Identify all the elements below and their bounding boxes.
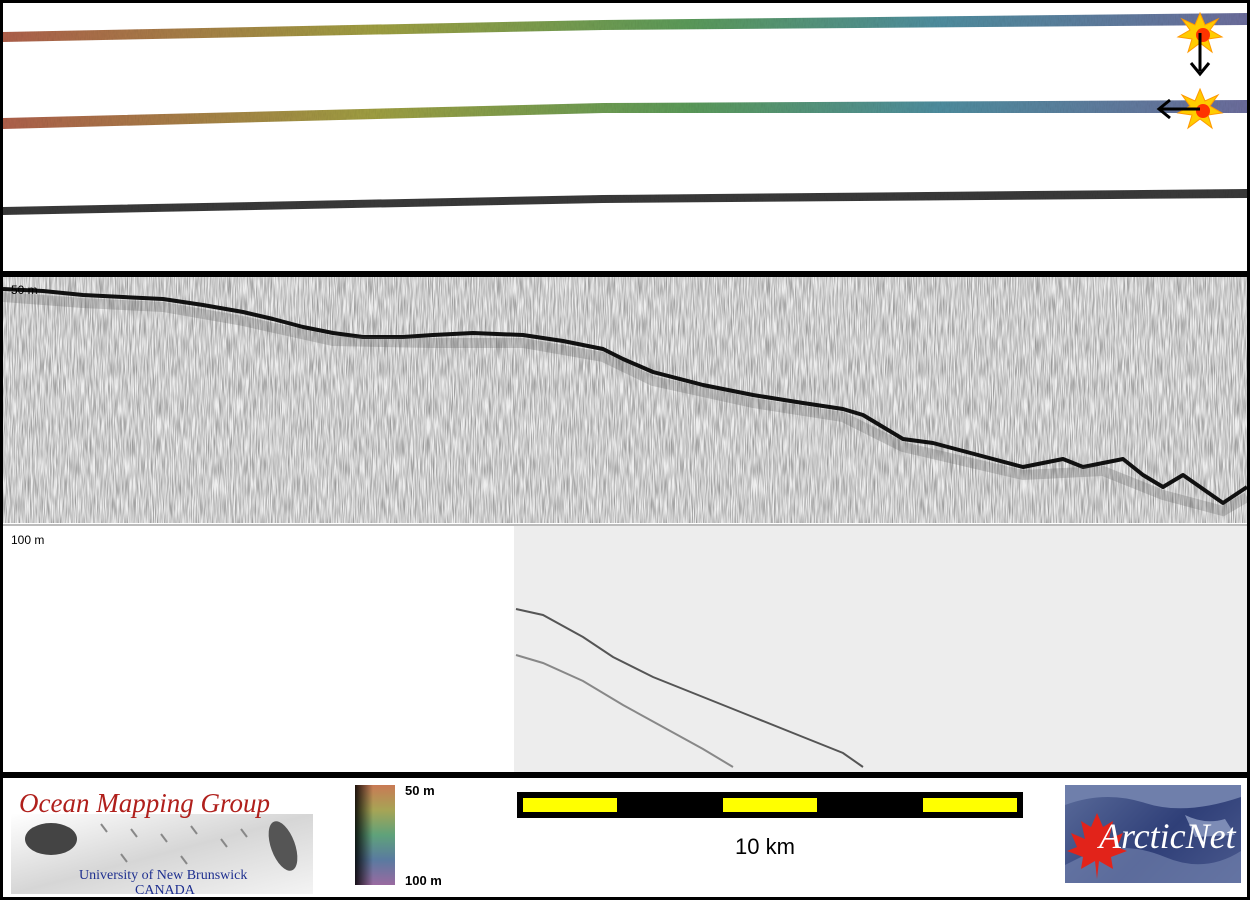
- scale-label: 10 km: [735, 834, 795, 859]
- seafloor-image: [11, 814, 313, 894]
- colorbar-top-label: 50 m: [405, 783, 435, 798]
- omg-title: Ocean Mapping Group: [19, 788, 270, 818]
- swath-strip-2: [3, 100, 1247, 129]
- omg-university: University of New Brunswick: [79, 868, 248, 883]
- ocean-mapping-group-logo: Ocean Mapping Group University of New Br…: [11, 784, 313, 897]
- arcticnet-wordmark: ArcticNet: [1099, 816, 1236, 856]
- arrow-left-icon: [1156, 98, 1200, 120]
- depth-label-100: 100 m: [11, 533, 45, 547]
- swath-map: [3, 11, 1247, 215]
- seabed-trace: [3, 287, 1247, 505]
- backscatter-strip: [3, 189, 1247, 215]
- colorbar-bottom-label: 100 m: [405, 873, 442, 888]
- scale-segment: [923, 798, 1017, 812]
- depth-label-50: 50 m: [11, 283, 38, 297]
- scale-segment: [523, 798, 617, 812]
- echogram-panel: 50 m 100 m: [3, 277, 1247, 772]
- arrow-down-icon: [1189, 33, 1211, 77]
- echogram: [3, 277, 1247, 772]
- scale-segment: [723, 798, 817, 812]
- depth-colorbar: [355, 785, 395, 885]
- arcticnet-logo: ArcticNet: [1065, 785, 1241, 883]
- omg-country: CANADA: [135, 883, 195, 897]
- lower-trace-2: [515, 654, 734, 768]
- swath-panel: [3, 3, 1247, 271]
- swath-strip-1: [3, 13, 1247, 42]
- scale-bar: [517, 792, 1023, 818]
- legend-panel: Ocean Mapping Group University of New Br…: [3, 778, 1247, 897]
- lower-trace-1: [515, 608, 864, 768]
- echogram-lower: [514, 526, 1247, 772]
- map-background: [1065, 785, 1241, 883]
- maple-leaf-icon: [1067, 813, 1127, 879]
